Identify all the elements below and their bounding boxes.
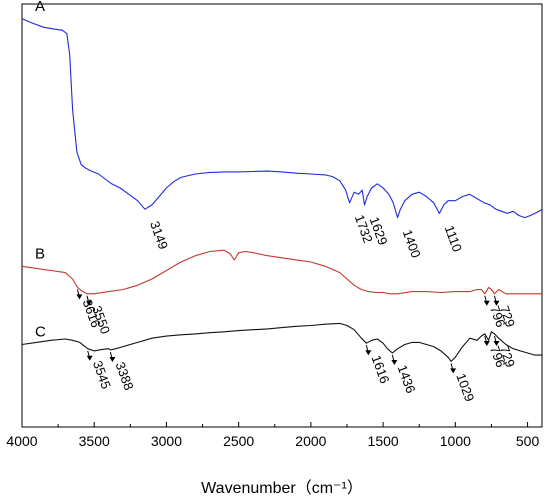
peak-annotation-C-3388: 3388 bbox=[109, 351, 137, 392]
peak-annotation-C-1029: 1029 bbox=[450, 363, 477, 404]
peak-annotation-B-796: 796 bbox=[483, 295, 509, 330]
x-ticks: 4000 3500 3000 2500 2000 1500 1000 500 bbox=[6, 422, 539, 449]
peak-label: 1110 bbox=[442, 223, 465, 254]
x-tick-label-2500: 2500 bbox=[223, 433, 254, 449]
peak-annotation-A-3149: 3149 bbox=[147, 219, 171, 251]
series-line-A bbox=[21, 18, 543, 219]
peak-label: 796 bbox=[487, 304, 509, 330]
annotation-arrowhead bbox=[391, 359, 398, 365]
peak-label: 1616 bbox=[369, 353, 393, 385]
peak-annotation-C-796: 796 bbox=[483, 335, 509, 370]
annotation-arrowhead bbox=[493, 300, 500, 306]
peak-annotation-A-1110: 1110 bbox=[442, 223, 465, 254]
series-line-B bbox=[21, 249, 542, 295]
x-tick-label-4000: 4000 bbox=[6, 433, 37, 449]
peak-label: 1400 bbox=[400, 228, 424, 260]
annotation-arrowhead bbox=[76, 294, 83, 300]
peak-annotation-C-3545: 3545 bbox=[86, 350, 114, 391]
peak-annotation-C-1436: 1436 bbox=[391, 354, 419, 395]
series-labels: A B C bbox=[35, 0, 46, 341]
x-tick-label-3000: 3000 bbox=[151, 433, 182, 449]
peak-label: 3388 bbox=[113, 360, 137, 392]
x-tick-label-1500: 1500 bbox=[368, 433, 399, 449]
peak-annotation-B-729: 729 bbox=[493, 295, 519, 330]
series-label-C: C bbox=[35, 324, 46, 341]
x-tick-label-3500: 3500 bbox=[79, 433, 110, 449]
series-group bbox=[21, 18, 543, 362]
annotation-arrowhead bbox=[483, 300, 490, 306]
peak-label: 1436 bbox=[395, 363, 419, 395]
annotation-arrowhead bbox=[365, 350, 372, 356]
peak-label: 1029 bbox=[453, 371, 477, 403]
peak-annotation-C-1616: 1616 bbox=[365, 345, 393, 385]
peak-label: 796 bbox=[487, 344, 509, 370]
annotation-arrowhead bbox=[109, 357, 116, 363]
x-tick-label-1000: 1000 bbox=[440, 433, 471, 449]
annotation-arrowhead bbox=[450, 368, 457, 374]
x-tick-label-2000: 2000 bbox=[295, 433, 326, 449]
peak-label: 729 bbox=[497, 344, 519, 370]
peak-label: 3149 bbox=[147, 219, 171, 251]
peak-label: 3545 bbox=[90, 359, 114, 391]
annotation-arrowhead bbox=[483, 340, 490, 346]
annotation-arrowhead bbox=[86, 355, 93, 361]
peak-label: 729 bbox=[497, 304, 519, 330]
x-tick-label-500: 500 bbox=[516, 433, 540, 449]
x-axis-title: Wavenumber（cm⁻¹） bbox=[201, 479, 363, 497]
annotation-arrowhead bbox=[86, 300, 92, 306]
series-line-C bbox=[21, 322, 542, 362]
series-label-A: A bbox=[35, 0, 45, 15]
annotation-arrowhead bbox=[493, 340, 500, 346]
series-label-B: B bbox=[35, 245, 45, 262]
peak-annotation-C-729: 729 bbox=[493, 335, 519, 370]
plot-frame bbox=[21, 3, 543, 428]
peak-annotation-A-1400: 1400 bbox=[400, 228, 424, 260]
